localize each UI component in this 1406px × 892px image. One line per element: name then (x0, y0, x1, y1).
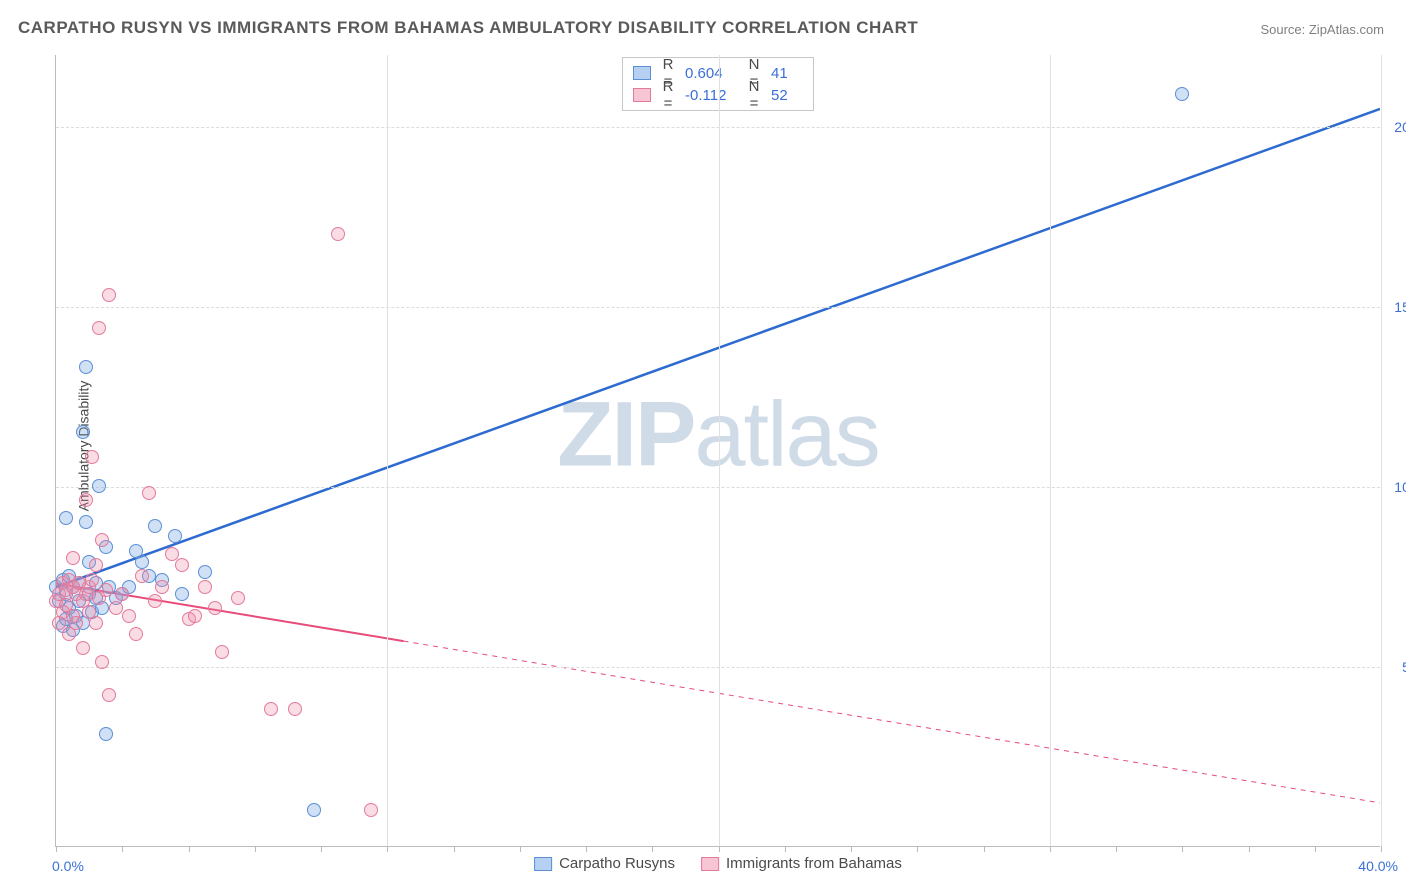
point-blue (1175, 87, 1189, 101)
r-value-pink: -0.112 (685, 87, 737, 104)
x-tick (785, 846, 786, 852)
point-pink (288, 702, 302, 716)
point-pink (99, 583, 113, 597)
point-pink (95, 533, 109, 547)
bottom-legend: Carpatho Rusyns Immigrants from Bahamas (534, 855, 902, 872)
n-label: N = (743, 78, 765, 112)
point-pink (95, 655, 109, 669)
gridline-v (387, 55, 388, 846)
point-blue (168, 529, 182, 543)
point-pink (198, 580, 212, 594)
point-blue (79, 515, 93, 529)
x-tick (652, 846, 653, 852)
gridline-v (1050, 55, 1051, 846)
point-blue (148, 519, 162, 533)
x-tick (387, 846, 388, 852)
point-pink (66, 551, 80, 565)
x-tick (454, 846, 455, 852)
x-tick (984, 846, 985, 852)
chart-title: CARPATHO RUSYN VS IMMIGRANTS FROM BAHAMA… (18, 18, 918, 38)
point-pink (331, 227, 345, 241)
point-pink (89, 558, 103, 572)
point-pink (102, 688, 116, 702)
point-blue (92, 479, 106, 493)
legend-item-pink: Immigrants from Bahamas (701, 855, 902, 872)
point-pink (364, 803, 378, 817)
point-pink (109, 601, 123, 615)
point-blue (135, 555, 149, 569)
watermark-atlas: atlas (694, 383, 878, 485)
point-pink (89, 616, 103, 630)
r-value-blue: 0.604 (685, 65, 737, 82)
point-pink (85, 450, 99, 464)
point-pink (215, 645, 229, 659)
point-pink (85, 573, 99, 587)
point-pink (264, 702, 278, 716)
point-pink (115, 587, 129, 601)
x-tick-label-left: 0.0% (52, 858, 84, 874)
legend-label-blue: Carpatho Rusyns (559, 855, 675, 872)
point-pink (231, 591, 245, 605)
point-pink (148, 594, 162, 608)
point-pink (208, 601, 222, 615)
y-tick-label: 20.0% (1394, 119, 1406, 135)
x-tick-label-right: 40.0% (1358, 858, 1398, 874)
point-pink (69, 616, 83, 630)
swatch-pink-icon (633, 88, 651, 102)
gridline-v (719, 55, 720, 846)
watermark-zip: ZIP (557, 383, 694, 485)
point-pink (135, 569, 149, 583)
swatch-blue-icon (534, 857, 552, 871)
point-blue (307, 803, 321, 817)
x-tick (1315, 846, 1316, 852)
point-pink (142, 486, 156, 500)
point-pink (155, 580, 169, 594)
n-value-blue: 41 (771, 65, 803, 82)
x-tick (1050, 846, 1051, 852)
point-blue (198, 565, 212, 579)
swatch-blue-icon (633, 66, 651, 80)
x-tick (851, 846, 852, 852)
point-pink (92, 321, 106, 335)
x-tick (122, 846, 123, 852)
x-tick (1249, 846, 1250, 852)
point-pink (129, 627, 143, 641)
x-tick (255, 846, 256, 852)
point-blue (175, 587, 189, 601)
point-blue (99, 727, 113, 741)
x-tick (917, 846, 918, 852)
x-tick (56, 846, 57, 852)
point-blue (79, 360, 93, 374)
source-label: Source: ZipAtlas.com (1260, 22, 1384, 37)
gridline-v (1381, 55, 1382, 846)
x-tick (1381, 846, 1382, 852)
point-pink (188, 609, 202, 623)
y-tick-label: 5.0% (1402, 659, 1406, 675)
y-tick-label: 15.0% (1394, 299, 1406, 315)
x-tick (1116, 846, 1117, 852)
x-tick (321, 846, 322, 852)
x-tick (189, 846, 190, 852)
point-blue (59, 511, 73, 525)
plot-area: ZIPatlas R = 0.604 N = 41 R = -0.112 N =… (55, 55, 1380, 847)
point-pink (175, 558, 189, 572)
y-tick-label: 10.0% (1394, 479, 1406, 495)
point-pink (122, 609, 136, 623)
x-tick (1182, 846, 1183, 852)
x-tick (520, 846, 521, 852)
swatch-pink-icon (701, 857, 719, 871)
point-pink (76, 641, 90, 655)
legend-item-blue: Carpatho Rusyns (534, 855, 675, 872)
x-tick (586, 846, 587, 852)
n-value-pink: 52 (771, 87, 803, 104)
point-pink (102, 288, 116, 302)
x-tick (719, 846, 720, 852)
legend-label-pink: Immigrants from Bahamas (726, 855, 902, 872)
r-label: R = (657, 78, 679, 112)
point-blue (76, 425, 90, 439)
point-pink (79, 493, 93, 507)
